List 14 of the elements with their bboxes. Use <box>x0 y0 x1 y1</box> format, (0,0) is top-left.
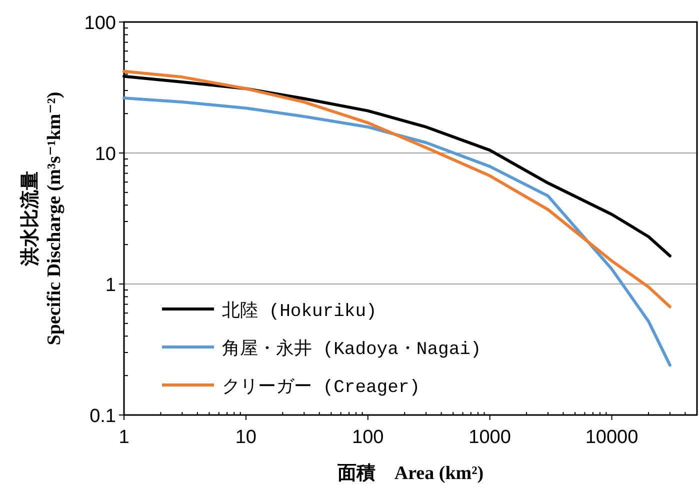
y-axis-title: 洪水比流量 Specific Discharge (m³s⁻¹km⁻²) <box>19 92 65 346</box>
x-axis-title: 面積 Area (km²) <box>336 463 484 484</box>
legend-label: 角屋・永井 (Kadoya・Nagai) <box>222 338 482 360</box>
y-tick-label: 100 <box>84 13 116 34</box>
x-tick-label: 1000 <box>468 427 511 448</box>
y-tick-label: 0.1 <box>90 406 116 427</box>
y-tick-label: 10 <box>94 144 116 165</box>
x-tick-label: 10 <box>235 427 257 448</box>
y-tick-label: 1 <box>105 275 116 296</box>
legend-label: 北陸 (Hokuriku) <box>222 301 377 322</box>
x-tick-label: 100 <box>352 427 384 448</box>
x-tick-label: 1 <box>118 427 130 448</box>
legend-label: クリーガー (Creager) <box>222 378 420 398</box>
x-tick-label: 10000 <box>585 427 638 448</box>
